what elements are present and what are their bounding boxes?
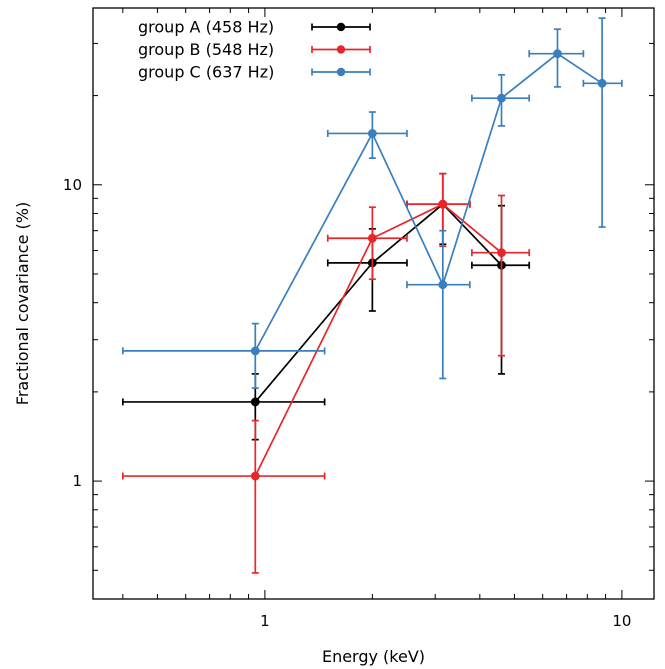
data-point xyxy=(497,248,506,258)
data-point xyxy=(597,78,607,88)
series-group-2 xyxy=(121,172,531,574)
x-axis-label: Energy (keV) xyxy=(322,647,425,666)
error-bar xyxy=(406,172,471,246)
data-point xyxy=(250,397,260,407)
series-group-3 xyxy=(121,17,623,389)
legend-marker xyxy=(336,67,346,77)
error-bar xyxy=(471,194,531,357)
y-axis-label: Fractional covariance (%) xyxy=(13,202,32,405)
series-group-1 xyxy=(121,172,531,441)
series-line xyxy=(254,203,503,403)
axes-frame-layer: 1 10 1 10 xyxy=(63,7,655,630)
legend-marker xyxy=(336,22,346,32)
series-line xyxy=(254,52,603,352)
legend-item: group B (548 Hz) xyxy=(138,40,371,59)
series-layer xyxy=(121,17,623,574)
data-point xyxy=(367,233,377,243)
data-point xyxy=(438,280,448,290)
legend-marker xyxy=(336,45,346,54)
data-point xyxy=(438,199,448,209)
error-bar xyxy=(121,419,326,574)
data-point xyxy=(497,93,506,103)
error-bar xyxy=(406,229,471,380)
legend-label: group B (548 Hz) xyxy=(138,40,274,59)
data-point xyxy=(553,49,562,59)
data-point xyxy=(367,129,377,138)
legend-item: group C (637 Hz) xyxy=(138,63,371,82)
x-tick-label: 10 xyxy=(612,612,631,630)
y-tick-label: 10 xyxy=(63,176,82,194)
error-bar xyxy=(326,206,408,281)
plot-frame xyxy=(92,7,655,600)
y-tick-label: 1 xyxy=(72,472,82,490)
error-bar xyxy=(121,373,326,441)
error-bar xyxy=(121,322,326,389)
error-bar xyxy=(326,111,408,159)
error-bar xyxy=(406,172,471,248)
legend-label: group C (637 Hz) xyxy=(138,63,274,82)
error-bar xyxy=(528,28,585,88)
error-bar xyxy=(471,204,531,375)
data-point xyxy=(250,471,260,481)
legend: group A (458 Hz) group B (548 Hz) group C … xyxy=(138,18,371,82)
error-bar xyxy=(582,17,623,228)
data-point xyxy=(250,346,260,356)
x-tick-label: 1 xyxy=(260,612,270,630)
legend-item: group A (458 Hz) xyxy=(138,18,371,37)
legend-label: group A (458 Hz) xyxy=(138,18,274,37)
series-line xyxy=(254,203,503,477)
